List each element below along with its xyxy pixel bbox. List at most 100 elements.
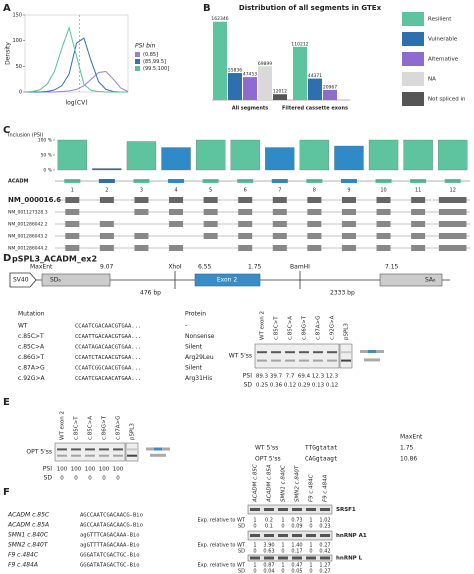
value-label: 162346 [211,16,228,22]
transcript-label: NM_001286042.2 [8,222,48,228]
transcript-exon [376,245,391,251]
gel [339,343,353,369]
exon-acceptor-score: 6.55 [198,264,212,271]
transcript-exon [203,197,218,203]
probe-name: F9 c.484C [8,552,39,559]
bar [258,66,272,100]
legend-swatch [402,72,424,86]
mutation: c.86G>T [18,354,45,361]
psi-value: 100 [85,467,96,473]
probe-name: SMN2 c.840T [8,542,49,549]
site-sequence: CAGgtaagt [305,456,338,463]
probe-sequence: AGCCAATCGACAACG-Bio [80,513,143,519]
legend-label: (0,85] [143,52,158,58]
panel-label: E [3,397,10,408]
lane-label: ACADM c.85C [253,464,259,503]
legend-swatch [402,12,424,26]
bar [308,78,322,100]
transcript-exon [134,197,149,203]
transcript-exon [272,197,287,203]
bar [299,139,330,171]
transcript-exon [238,221,253,227]
sd-value: 0 [60,476,64,482]
xhoi-label: XhoI [168,264,182,271]
transcript-exon [169,245,184,251]
sd-value: 0 [281,524,284,530]
value-label: 55836 [228,68,242,74]
lane-label: c.86G>T [102,415,108,440]
blot-band [292,556,302,560]
transcript-exon [307,209,322,215]
gel-band [113,448,123,451]
transcript-exon [65,221,80,227]
site-label: WT 5'ss [255,445,278,452]
sequence: CCAATCGACAACATGAA... [75,376,141,382]
site-label: OPT 5'ss [255,456,281,463]
gel-band [341,351,351,354]
exon-number: 1 [71,188,74,194]
bar [230,139,260,171]
density-line [25,37,128,93]
exon-number: 12 [450,188,456,194]
blot-band [306,556,316,560]
value-label: 44371 [308,73,322,79]
psi-value: 100 [71,467,82,473]
transcript-exon [134,233,149,239]
transcript-exon [134,209,149,215]
schematic [368,350,376,353]
schematic [146,447,154,451]
exp-value: 1 [281,563,284,569]
legend-label: Not spliced in [428,97,466,103]
transcript-exon [238,209,253,215]
transcript-label: NM_001286044.2 [8,246,48,252]
transcript-exon [65,233,80,239]
value-label: 110212 [291,41,308,47]
bar [228,73,242,100]
transcript-exon [438,197,467,203]
sequence: CCAATCTACAACGTGAA... [75,355,141,361]
transcript-exon [376,233,391,239]
transcript-exon [438,245,467,251]
psi-value: 100 [113,467,124,473]
sd-value: 0.17 [291,549,302,555]
gel-band [257,359,267,362]
lane-label: F9 c.484A [323,474,329,502]
exon-number: 10 [380,188,386,194]
gel-band [57,454,67,457]
psi-value: 89.3 [256,374,269,380]
sd-label: SD₆ [50,277,61,284]
psi-value: 7.7 [286,374,295,380]
transcript-label: NM_000016.6 [8,196,61,204]
chart-title: Distribution of all segments in GTEx [239,4,382,12]
transcript-label: NM_001127328.3 [8,210,48,216]
sd-value: 0.1 [265,524,273,530]
transcript-exon [411,197,426,203]
schematic [158,453,166,457]
site-sequence: TTGgtatat [305,445,338,452]
lane-label: ACADM c.85A [267,464,273,503]
transcript-exon [376,209,391,215]
y-tick-label: 0 % [43,168,52,174]
lane-label: pSPL3 [344,323,350,340]
legend-label: NA [428,77,436,83]
maxent-score: 10.86 [400,456,417,463]
construct-title: pSPL3_ACADM_ex2 [12,255,97,264]
exp-label: Exp. relative to WT [197,518,245,524]
value-label: 20967 [323,84,337,90]
transcript-exon [438,233,467,239]
bar [243,77,257,100]
probe-sequence: agGTTTTAGACAAA-Bio [80,543,140,549]
lane-label: c.87A>G [316,316,322,340]
lane-label: c.85C>T [74,416,80,440]
value-label: 12012 [273,89,287,95]
legend-label: (85,99.5] [143,59,166,65]
psi-label: PSI [243,373,252,380]
blot-band [278,556,288,560]
transcript-exon [307,221,322,227]
sd-value: 0 [116,476,120,482]
y-tick-label: 100 [12,38,22,44]
sd-value: 0.12 [326,383,338,389]
transcript-exon [307,245,322,251]
psi-value: 100 [57,467,68,473]
